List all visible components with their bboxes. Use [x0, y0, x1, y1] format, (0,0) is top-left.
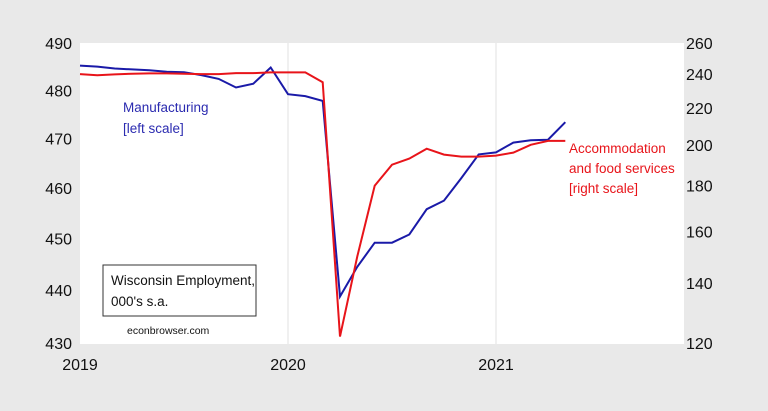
accommodation-line	[79, 71, 566, 337]
left-tick-label: 490	[45, 36, 72, 53]
annotation-line-2: 000's s.a.	[111, 294, 168, 309]
x-tick-label: 2020	[270, 357, 306, 374]
right-tick-label: 200	[686, 138, 713, 155]
right-tick-label: 220	[686, 101, 713, 118]
left-tick-label: 470	[45, 132, 72, 149]
annotation-box	[102, 264, 257, 317]
left-tick-label: 450	[45, 232, 72, 249]
right-tick-label: 260	[686, 36, 713, 53]
manufacturing-label-2: [left scale]	[123, 121, 184, 136]
left-tick-label: 440	[45, 283, 72, 300]
annotation-line-1: Wisconsin Employment,	[111, 273, 255, 288]
right-tick-label: 240	[686, 67, 713, 84]
right-tick-label: 140	[686, 276, 713, 293]
manufacturing-label-1: Manufacturing	[123, 100, 209, 115]
accommodation-label-1: Accommodation	[569, 141, 666, 156]
right-tick-label: 160	[686, 224, 713, 241]
left-tick-label: 430	[45, 336, 72, 353]
source-label: econbrowser.com	[127, 325, 210, 337]
accommodation-label-2: and food services	[569, 161, 675, 176]
accommodation-label-3: [right scale]	[569, 181, 638, 196]
x-tick-label: 2019	[62, 357, 98, 374]
right-tick-label: 180	[686, 179, 713, 196]
x-tick-label: 2021	[478, 357, 514, 374]
right-tick-label: 120	[686, 336, 713, 353]
manufacturing-line	[79, 64, 567, 300]
left-tick-label: 480	[45, 83, 72, 100]
left-tick-label: 460	[45, 181, 72, 198]
